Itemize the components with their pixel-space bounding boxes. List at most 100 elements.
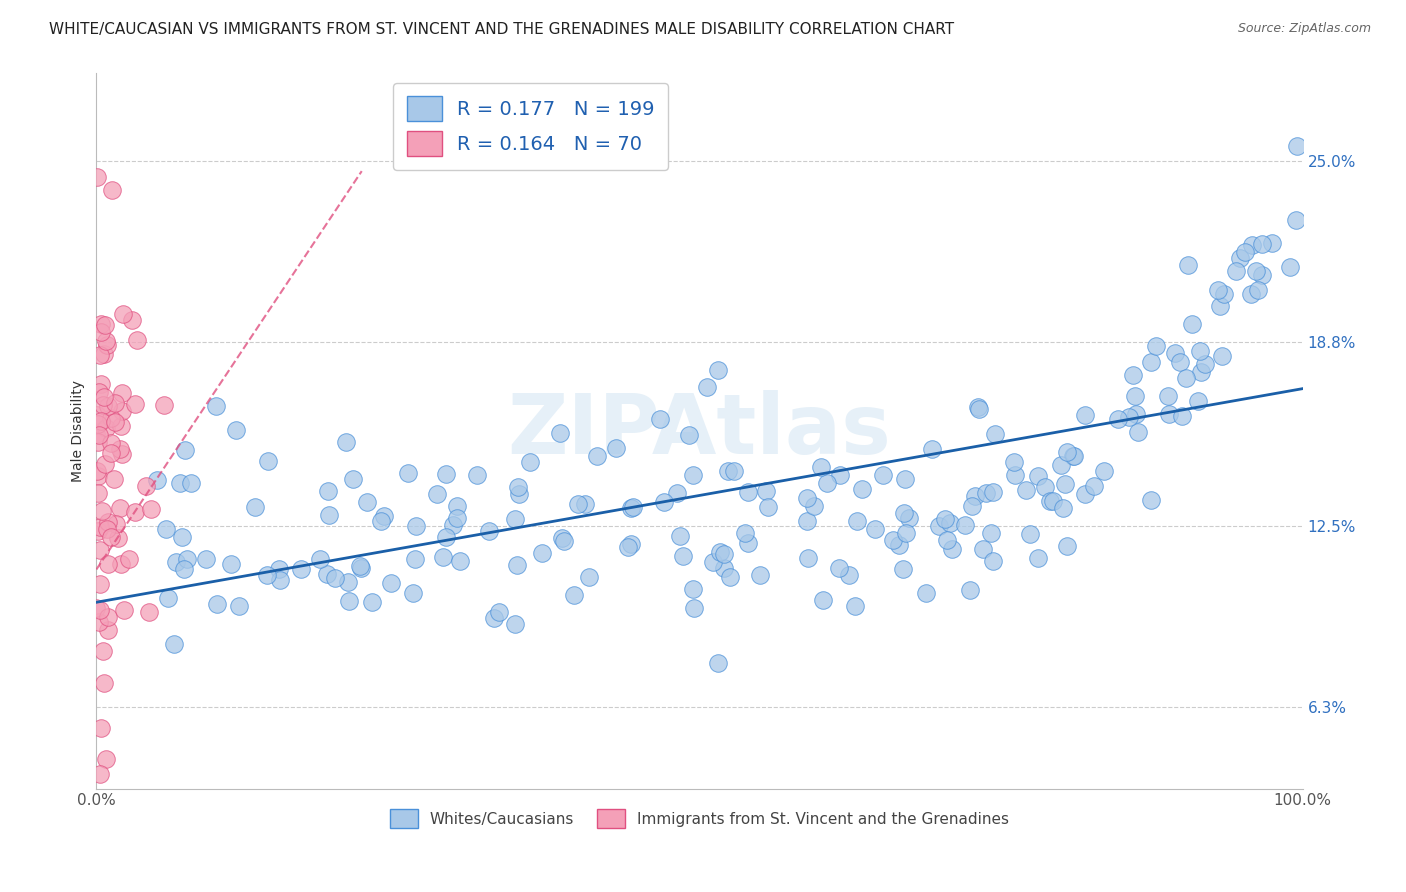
Point — [165, 555, 187, 569]
Point — [1209, 299, 1232, 313]
Point — [1211, 349, 1233, 363]
Point — [564, 588, 586, 602]
Point — [737, 484, 759, 499]
Point — [1247, 283, 1270, 297]
Point — [404, 552, 426, 566]
Point — [620, 536, 643, 550]
Point — [1074, 408, 1097, 422]
Point — [169, 476, 191, 491]
Point — [851, 482, 873, 496]
Point — [706, 363, 728, 377]
Point — [89, 347, 111, 361]
Point — [723, 464, 745, 478]
Point — [980, 525, 1002, 540]
Point — [1187, 393, 1209, 408]
Point — [737, 536, 759, 550]
Point — [318, 508, 340, 523]
Point — [86, 464, 108, 478]
Point — [1246, 264, 1268, 278]
Point — [683, 601, 706, 615]
Point — [449, 554, 471, 568]
Point — [267, 562, 290, 576]
Point — [465, 467, 488, 482]
Point — [844, 599, 866, 613]
Point — [1157, 407, 1180, 421]
Point — [810, 460, 832, 475]
Point — [356, 495, 378, 509]
Point — [717, 464, 740, 478]
Point — [309, 552, 332, 566]
Point — [225, 424, 247, 438]
Point — [228, 599, 250, 613]
Point — [1002, 454, 1025, 468]
Point — [734, 526, 756, 541]
Point — [519, 455, 541, 469]
Point — [672, 549, 695, 564]
Point — [921, 442, 943, 457]
Point — [103, 472, 125, 486]
Point — [426, 486, 449, 500]
Point — [972, 541, 994, 556]
Point — [157, 591, 180, 606]
Point — [89, 603, 111, 617]
Point — [316, 567, 339, 582]
Point — [617, 540, 640, 554]
Point — [87, 417, 110, 431]
Point — [621, 500, 644, 514]
Point — [1229, 252, 1251, 266]
Point — [94, 334, 117, 349]
Point — [1164, 345, 1187, 359]
Point — [1063, 449, 1085, 463]
Point — [605, 441, 627, 455]
Point — [702, 555, 724, 569]
Point — [176, 552, 198, 566]
Point — [335, 435, 357, 450]
Point — [121, 312, 143, 326]
Point — [269, 574, 291, 588]
Point — [891, 562, 914, 576]
Point — [125, 334, 148, 348]
Point — [405, 519, 427, 533]
Point — [342, 472, 364, 486]
Point — [893, 507, 915, 521]
Point — [118, 552, 141, 566]
Point — [1123, 389, 1146, 403]
Point — [1118, 409, 1140, 424]
Point — [124, 396, 146, 410]
Point — [256, 568, 278, 582]
Point — [482, 610, 505, 624]
Point — [967, 402, 990, 417]
Point — [245, 500, 267, 515]
Point — [1092, 464, 1115, 478]
Point — [965, 489, 987, 503]
Point — [1251, 236, 1274, 251]
Point — [124, 504, 146, 518]
Point — [396, 467, 419, 481]
Point — [86, 600, 108, 615]
Point — [86, 434, 108, 449]
Point — [1208, 283, 1230, 297]
Point — [718, 570, 741, 584]
Point — [1140, 493, 1163, 508]
Point — [107, 531, 129, 545]
Point — [1251, 268, 1274, 283]
Point — [110, 500, 132, 515]
Point — [620, 500, 643, 515]
Point — [1083, 479, 1105, 493]
Point — [86, 486, 108, 500]
Point — [87, 385, 110, 400]
Point — [205, 400, 228, 414]
Point — [87, 428, 110, 442]
Point — [290, 562, 312, 576]
Point — [574, 497, 596, 511]
Point — [665, 485, 688, 500]
Point — [1279, 260, 1302, 274]
Point — [1062, 450, 1084, 464]
Point — [935, 533, 957, 547]
Point — [974, 486, 997, 500]
Point — [90, 721, 112, 735]
Point — [1189, 365, 1212, 379]
Point — [153, 399, 176, 413]
Point — [669, 529, 692, 543]
Point — [110, 418, 132, 433]
